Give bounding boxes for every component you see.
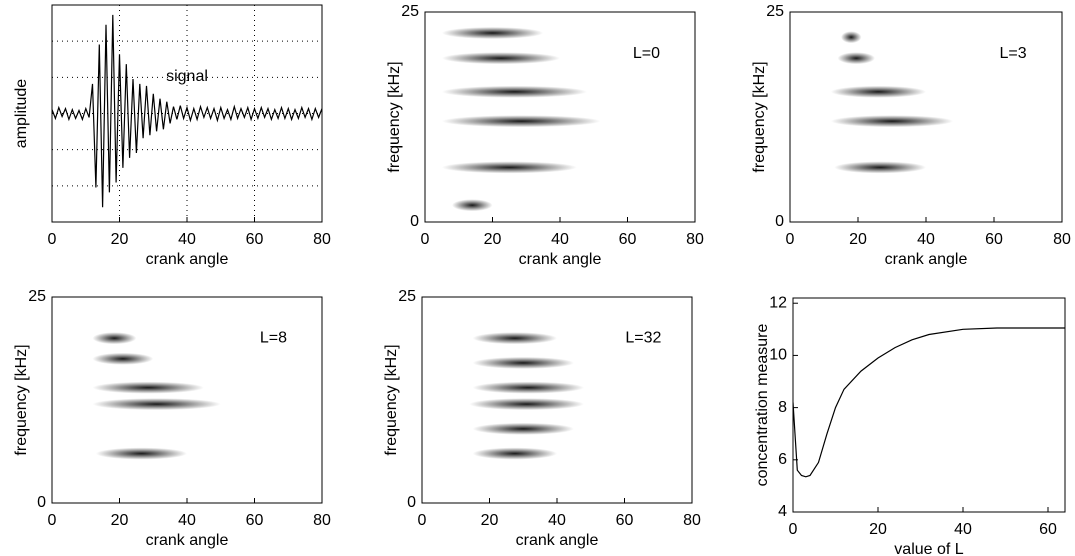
y-tick-label: 25 [766,3,784,20]
x-tick-label: 0 [789,521,798,538]
x-tick-label: 40 [178,231,196,248]
y-tick-label: 25 [28,288,46,305]
tf-component [92,332,137,345]
y-tick-label: 0 [410,213,419,230]
x-tick-label: 0 [48,512,57,529]
y-tick-label: 25 [401,3,419,20]
tf-component [837,52,875,65]
x-tick-label: 0 [786,231,795,248]
x-tick-label: 0 [48,231,57,248]
y-tick-label: 25 [398,288,416,305]
tf-component [92,398,221,411]
line [52,14,322,208]
x-tick-label: 0 [421,231,430,248]
plot-area [92,332,221,460]
x-tick-label: 80 [686,231,704,248]
x-tick-label: 80 [683,512,701,529]
x-tick-label: 80 [1053,231,1071,248]
tf-component [92,352,154,365]
tf-component [472,447,557,460]
x-tick-label: 20 [111,231,129,248]
y-axis-label: frequency [kHz] [386,61,403,172]
y-axis-label: concentration measure [754,324,771,487]
x-tick-label: 20 [849,231,867,248]
annotation: L=8 [260,329,287,346]
tf-component [469,398,584,411]
tf-component [92,381,204,394]
tf-component [95,447,187,460]
x-tick-label: 60 [616,512,634,529]
x-axis-label: crank angle [516,532,599,549]
y-axis-label: amplitude [13,79,30,148]
x-tick-label: 20 [484,231,502,248]
x-tick-label: 80 [313,231,331,248]
annotation: L=32 [625,329,661,346]
y-tick-label: 0 [37,494,46,511]
tf-component [441,52,560,65]
axes-box [51,4,323,223]
x-axis-label: crank angle [146,532,229,549]
tf-component [472,422,574,435]
y-tick-label: 0 [775,213,784,230]
annotation: L=0 [633,45,660,62]
line [793,327,1065,478]
y-axis-label: frequency [kHz] [13,344,30,455]
tf-component [441,27,544,39]
annotation: L=3 [999,45,1026,62]
x-axis-label: value of L [894,541,963,556]
x-tick-label: 80 [313,512,331,529]
plot-area [469,332,584,460]
axes-box [789,11,1063,223]
x-axis-label: crank angle [146,251,229,268]
x-tick-label: 40 [917,231,935,248]
axes-box [424,11,696,223]
tf-component [834,161,926,174]
x-tick-label: 40 [954,521,972,538]
plot-area [830,31,954,174]
y-axis-label: frequency [kHz] [751,61,768,172]
x-axis-label: crank angle [885,251,968,268]
x-tick-label: 40 [548,512,566,529]
x-axis-label: crank angle [519,251,602,268]
tf-component [452,199,493,212]
tf-component [472,356,574,369]
x-tick-label: 60 [619,231,637,248]
y-tick-label: 6 [778,451,787,468]
axes-box [421,296,693,504]
tf-component [830,115,954,128]
annotation: signal [166,68,208,85]
x-tick-label: 60 [246,231,264,248]
x-tick-label: 20 [481,512,499,529]
y-tick-label: 4 [778,503,787,520]
y-axis-label: frequency [kHz] [383,344,400,455]
plot-area [52,14,322,208]
x-tick-label: 40 [178,512,196,529]
plot-area [441,27,601,212]
tf-component [472,381,584,394]
x-tick-label: 20 [869,521,887,538]
x-tick-label: 60 [985,231,1003,248]
y-tick-label: 0 [407,494,416,511]
y-tick-label: 10 [769,347,787,364]
tf-component [441,85,587,98]
axes-box [51,296,323,504]
y-tick-label: 8 [778,399,787,416]
tf-component [472,332,557,345]
y-tick-label: 12 [769,294,787,311]
x-tick-label: 60 [246,512,264,529]
x-tick-label: 0 [418,512,427,529]
axes-box [792,297,1066,513]
tf-component [841,31,862,44]
x-tick-label: 40 [551,231,569,248]
tf-component [441,161,577,174]
tf-component [441,115,601,128]
plot-area [793,327,1065,478]
tf-component [830,85,927,98]
x-tick-label: 20 [111,512,129,529]
x-tick-label: 60 [1039,521,1057,538]
